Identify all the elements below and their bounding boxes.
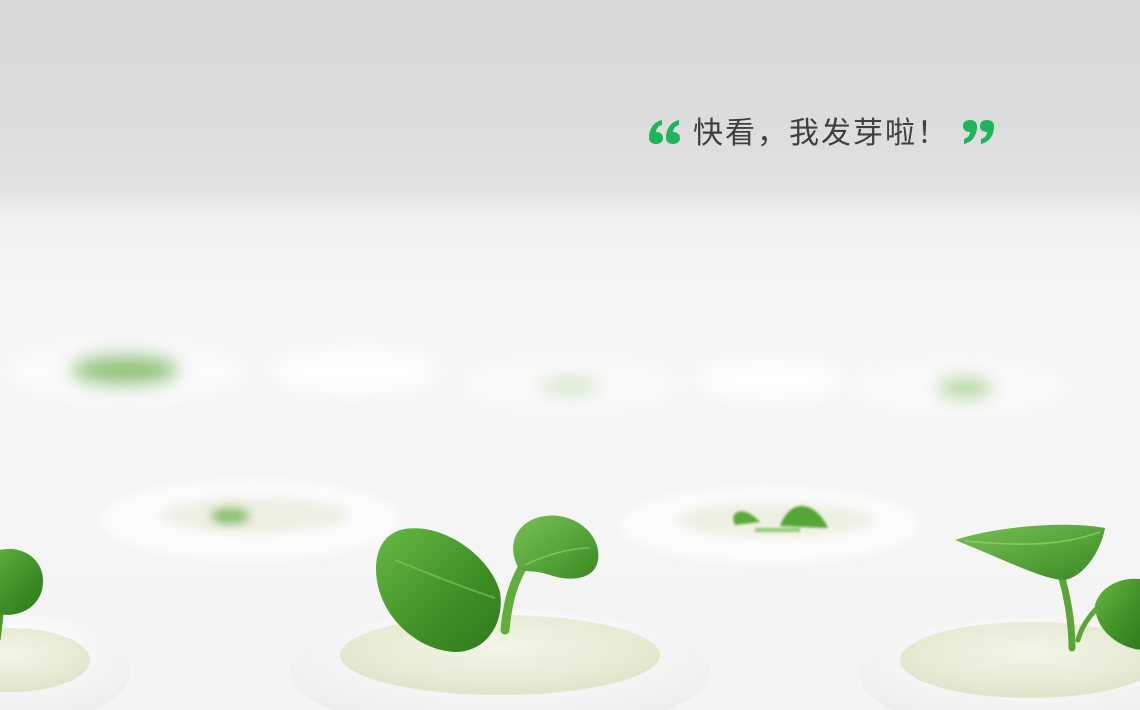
open-quote-icon: [649, 120, 680, 144]
mid-sprout: [733, 505, 828, 532]
front-cup-center: [290, 515, 710, 710]
headline-quote: 快看，我发芽啦！: [645, 104, 999, 160]
front-cup-left: [0, 548, 130, 710]
background-cups-mid: [100, 480, 920, 563]
close-quote-icon: [963, 120, 994, 144]
headline-text: 快看，我发芽啦！: [693, 116, 949, 151]
background-cups-far: [5, 342, 1070, 416]
front-cup-right: [860, 524, 1140, 710]
